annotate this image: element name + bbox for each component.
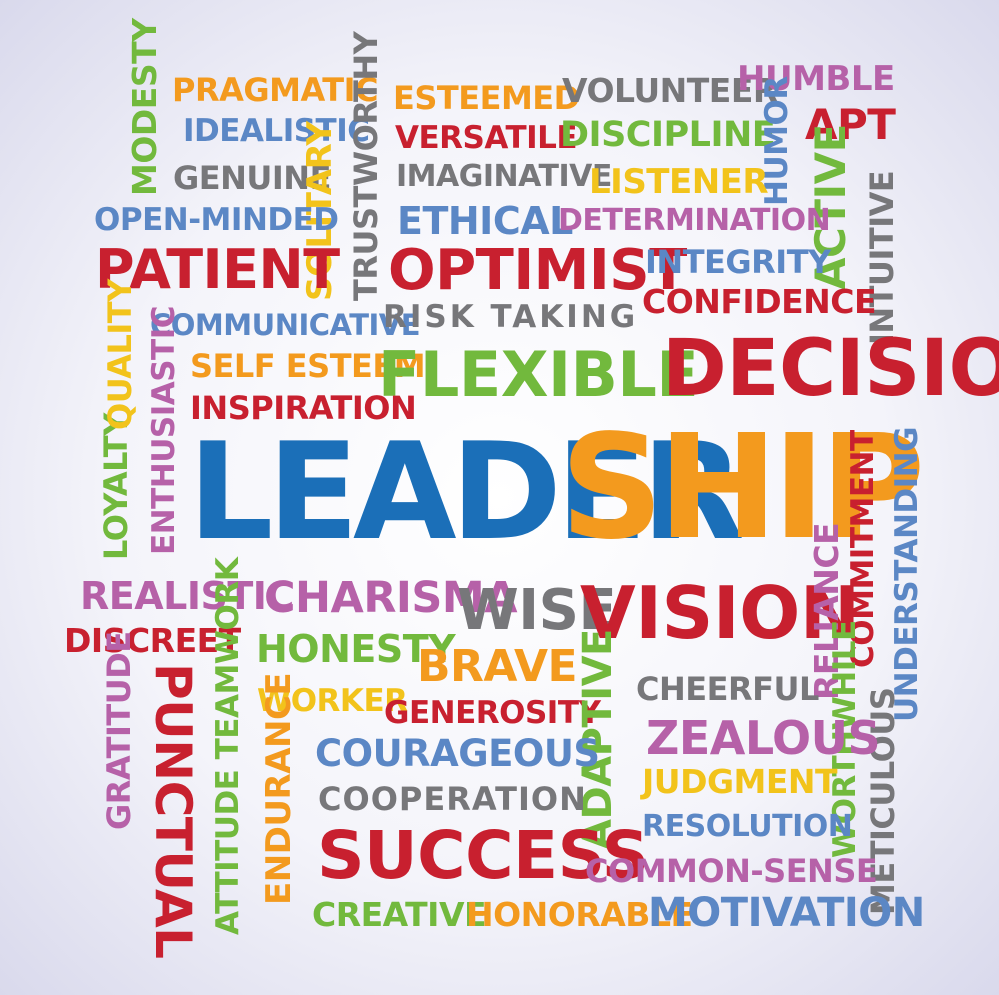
word-decision: DECISION [662, 324, 999, 414]
word-integrity: INTEGRITY [645, 243, 831, 281]
word-modesty: MODESTY [125, 18, 164, 196]
word-loyalty: LOYALTY [97, 413, 135, 560]
word-punctual: PUNCTUAL [144, 663, 202, 959]
word-cheerful: CHEERFUL [636, 670, 819, 708]
word-realistic: REALISTIC [80, 574, 294, 618]
word-esteemed: ESTEEMED [393, 79, 580, 117]
word-gratitude: GRATITUDE [100, 631, 138, 830]
word-understanding: UNDERSTANDING [889, 426, 925, 722]
word-discipline: DISCIPLINE [560, 115, 776, 155]
word-charisma: CHARISMA [264, 573, 517, 623]
word-vision: VISION [580, 571, 860, 655]
word-honesty: HONESTY [256, 627, 456, 671]
word-apt: APT [805, 100, 896, 149]
word-idealistic: IDEALISTIC [183, 113, 370, 149]
word-versatile: VERSATILE [395, 120, 578, 156]
word-generosity: GENEROSITY [384, 695, 601, 731]
word-judgment: JUDGMENT [642, 762, 838, 801]
word-courageous: COURAGEOUS [315, 732, 600, 775]
word-listener: LISTENER [589, 162, 769, 202]
word-volunteer: VOLUNTEER [562, 71, 778, 110]
word-worker: WORKER [257, 683, 408, 719]
word-humble: HUMBLE [737, 59, 895, 99]
word-flexible: FLEXIBLE [378, 338, 699, 411]
word-attitude-teamwork: ATTITUDE TEAMWORK [210, 557, 246, 935]
word-leader: LEADER [188, 414, 745, 570]
word-cooperation: COOPERATION [318, 780, 587, 818]
word-pragmatic: PRAGMATIC [172, 71, 378, 109]
word-ethical: ETHICAL [397, 199, 573, 243]
word-trustworthy: TRUSTWORTHY [347, 31, 385, 301]
word-risk-taking: RISK TAKING [383, 299, 639, 335]
word-determination: DETERMINATION [558, 203, 831, 238]
word-brave: BRAVE [417, 641, 578, 692]
word-success: SUCCESS [317, 817, 649, 894]
word-enthusiastic: ENTHUSIASTIC [146, 306, 182, 555]
word-optimist: OPTIMIST [388, 238, 687, 303]
word-open-minded: OPEN-MINDED [94, 202, 339, 238]
word-genuine: GENUINE [173, 159, 331, 197]
word-resolution: RESOLUTION [642, 809, 853, 844]
word-endurance: ENDURANCE [259, 672, 299, 905]
word-quality: QUALITY [101, 279, 139, 430]
word-patient: PATIENT [95, 238, 340, 301]
word-communicative: COMMUNICATIVE [150, 308, 421, 342]
word-inspiration: INSPIRATION [190, 389, 417, 427]
word-zealous: ZEALOUS [646, 711, 881, 765]
word-wise: WISE [457, 578, 617, 643]
word-discreet: DISCREET [64, 621, 241, 660]
word-imaginative: IMAGINATIVE [396, 159, 612, 194]
word-motivation: MOTIVATION [648, 890, 925, 936]
word-confidence: CONFIDENCE [642, 282, 877, 321]
word-creative: CREATIVE [312, 895, 487, 934]
word-self-esteem: SELF ESTEEM [190, 347, 426, 385]
word-common-sense: COMMON-SENSE [585, 852, 878, 890]
word-ship: SHIP [560, 403, 925, 571]
word-honorable: HONORABLE [466, 895, 693, 934]
